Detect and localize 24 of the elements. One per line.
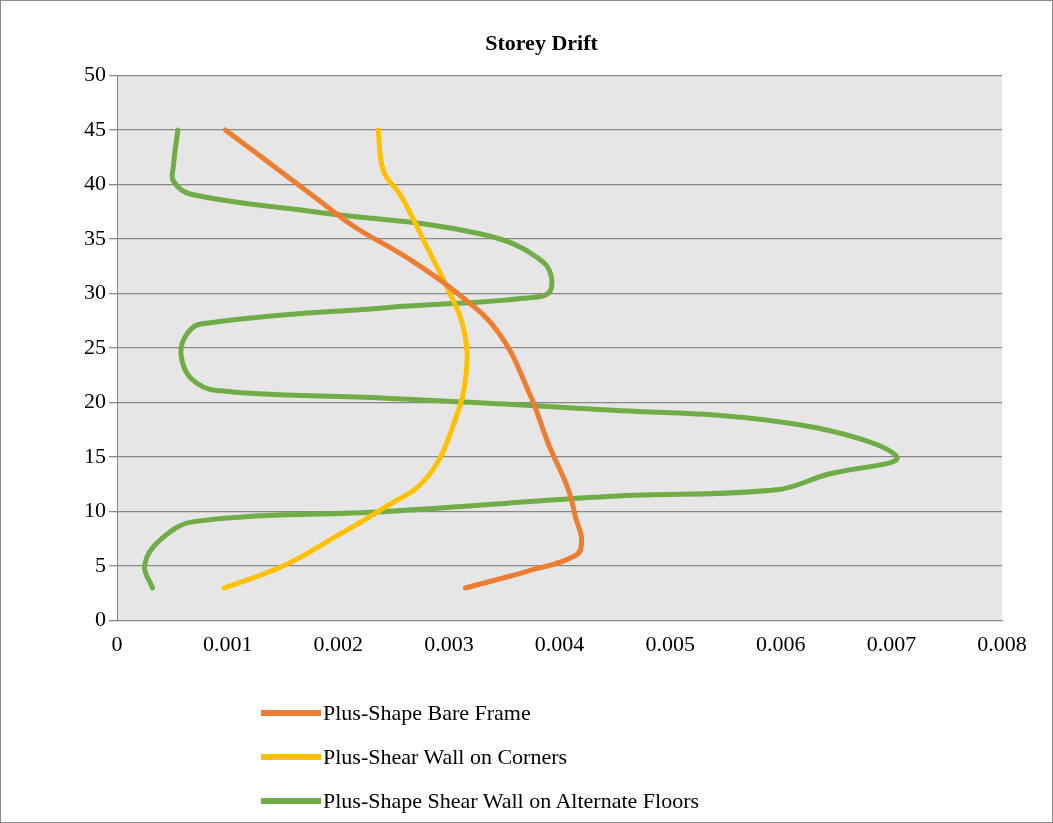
legend-label: Plus-Shape Shear Wall on Alternate Floors	[323, 788, 700, 814]
x-tick-label: 0.004	[534, 630, 585, 656]
x-tick-label: 0.007	[866, 630, 917, 656]
legend-label: Plus-Shape Bare Frame	[323, 700, 531, 726]
y-tick-label: 15	[84, 442, 106, 468]
y-tick-label: 30	[84, 279, 106, 305]
y-tick-label: 25	[84, 333, 106, 359]
x-tick-label: 0.001	[202, 630, 253, 656]
y-tick-label: 10	[84, 497, 106, 523]
y-tick-label: 50	[84, 61, 106, 87]
y-tick-label: 0	[95, 606, 106, 632]
y-tick-label: 5	[95, 551, 106, 577]
y-tick-label: 45	[84, 115, 106, 141]
y-tick-label: 20	[84, 388, 106, 414]
x-tick-label: 0.002	[313, 630, 363, 656]
legend-label: Plus-Shear Wall on Corners	[323, 744, 568, 770]
x-tick-label: 0	[111, 630, 123, 656]
x-tick-label: 0.005	[645, 630, 695, 656]
y-tick-label: 35	[84, 224, 106, 250]
chart-title: Storey Drift	[485, 29, 599, 55]
x-tick-label: 0.006	[756, 630, 806, 656]
x-tick-label: 0.008	[977, 630, 1027, 656]
y-tick-label: 40	[84, 170, 106, 196]
x-tick-label: 0.003	[424, 630, 474, 656]
